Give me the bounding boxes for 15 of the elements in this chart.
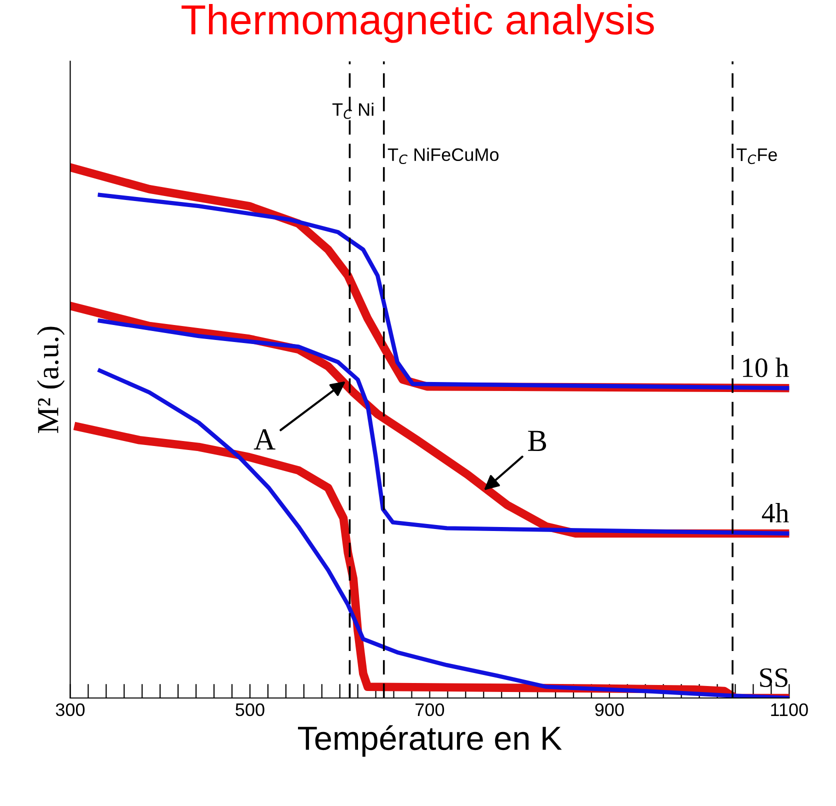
annotation: A (254, 429, 276, 450)
x-tick-label: 500 (236, 703, 264, 716)
chart-title: Thermomagnetic analysis (182, 4, 654, 43)
x-tick-label: 300 (56, 703, 85, 716)
x-tick-label: 700 (416, 703, 444, 716)
ref-line-label: T$_{C}$ NiFeCuMo (388, 148, 499, 164)
annotation: B (528, 430, 546, 451)
annotation: 10 h (743, 358, 789, 378)
annotation: 4h (762, 503, 789, 522)
x-tick-label: 1100 (771, 703, 808, 716)
y-axis-title: M² (a.u.) (36, 326, 65, 433)
annotation: SS (760, 668, 788, 688)
ref-line-label: T$_{C}$Fe (736, 148, 777, 164)
x-tick-label: 900 (595, 703, 624, 716)
x-axis-title: Température en K (298, 725, 562, 757)
